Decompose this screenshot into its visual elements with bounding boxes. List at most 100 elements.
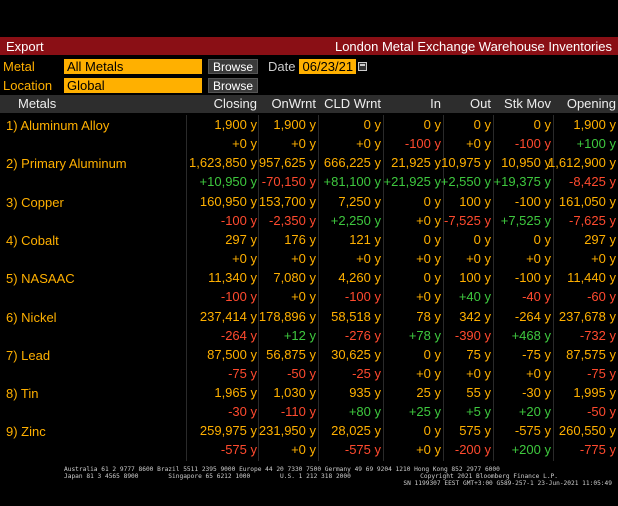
out-value: 0 y xyxy=(473,117,491,132)
opening-value: 237,678 y xyxy=(558,308,616,324)
column-header-metals[interactable]: Metals xyxy=(18,96,57,111)
onwrnt-value: 178,896 y xyxy=(258,308,316,324)
table-row[interactable]: 3) Copper 160,950 y 153,700 y 7,250 y 0 y 100… xyxy=(0,192,618,230)
metal-name[interactable]: 7) Lead xyxy=(6,347,51,363)
opening-value: 1,995 y xyxy=(573,385,616,401)
stk-mov-value: -264 y xyxy=(514,308,551,324)
table-row[interactable]: 5) NASAAC 11,340 y 7,080 y 4,260 y 0 y 100 y -… xyxy=(0,268,618,306)
opening-change: +100 y xyxy=(576,136,616,151)
out-change: -200 y xyxy=(454,442,491,458)
metal-filter-row: Metal All Metals Browse Date 06/23/21 xyxy=(0,57,368,75)
onwrnt-value: 1,030 y xyxy=(273,385,316,401)
cld-wrnt-value: 58,518 y xyxy=(331,308,381,324)
column-header-onwrnt[interactable]: OnWrnt xyxy=(271,96,316,111)
column-header-opening[interactable]: Opening xyxy=(566,96,616,111)
column-header-closing[interactable]: Closing xyxy=(213,96,257,111)
location-browse-button[interactable]: Browse xyxy=(208,77,259,93)
metal-name[interactable]: 2) Primary Aluminum xyxy=(6,156,127,172)
column-header-stk-mov[interactable]: Stk Mov xyxy=(504,96,551,111)
metal-name[interactable]: 1) Aluminum Alloy xyxy=(6,118,110,133)
opening-change: -8,425 y xyxy=(569,174,616,190)
table-row[interactable]: 7) Lead 87,500 y 56,875 y 30,625 y 0 y 75 y -7… xyxy=(0,345,618,383)
column-divider xyxy=(186,115,187,461)
table-row[interactable]: 4) Cobalt 297 y 176 y 121 y 0 y 0 y 0 y 297 y +0… xyxy=(0,230,618,268)
metal-name[interactable]: 9) Zinc xyxy=(6,424,46,440)
stk-mov-change: +7,525 y xyxy=(500,212,551,228)
location-filter-row: Location Global Browse xyxy=(0,76,259,94)
metal-name[interactable]: 5) NASAAC xyxy=(6,271,75,287)
out-value: 100 y xyxy=(459,193,491,209)
column-header-in[interactable]: In xyxy=(430,96,441,111)
stk-mov-value: -575 y xyxy=(514,423,551,439)
closing-value: 297 y xyxy=(225,231,257,247)
onwrnt-change: -70,150 y xyxy=(261,174,316,190)
stk-mov-value: 10,950 y xyxy=(501,155,551,171)
in-change: +21,925 y xyxy=(383,174,441,190)
table-row[interactable]: 6) Nickel 237,414 y 178,896 y 58,518 y 78 y 3… xyxy=(0,307,618,345)
onwrnt-change: -2,350 y xyxy=(269,212,316,228)
metal-name[interactable]: 6) Nickel xyxy=(6,309,57,325)
stk-mov-value: 0 y xyxy=(533,117,551,132)
metal-label: Metal xyxy=(3,58,35,74)
closing-change: +0 y xyxy=(232,250,257,266)
export-menu[interactable]: Export xyxy=(4,38,46,54)
date-field[interactable]: 06/23/21 xyxy=(299,58,357,74)
out-change: +5 y xyxy=(466,404,491,420)
opening-change: -775 y xyxy=(579,442,616,458)
column-divider xyxy=(493,115,494,461)
out-value: 100 y xyxy=(459,270,491,286)
in-change: +0 y xyxy=(416,442,441,458)
location-field[interactable]: Global xyxy=(64,77,202,93)
in-change: +25 y xyxy=(408,404,441,420)
onwrnt-value: 56,875 y xyxy=(266,346,316,362)
stk-mov-change: +0 y xyxy=(526,365,551,381)
stk-mov-value: -75 y xyxy=(522,346,551,362)
in-change: +0 y xyxy=(416,365,441,381)
cld-wrnt-change: +0 y xyxy=(356,136,381,151)
metal-name[interactable]: 4) Cobalt xyxy=(6,232,59,248)
stk-mov-change: -100 y xyxy=(514,136,551,151)
metal-browse-button[interactable]: Browse xyxy=(208,58,259,74)
page-title: London Metal Exchange Warehouse Inventor… xyxy=(334,38,612,54)
opening-value: 297 y xyxy=(584,231,616,247)
closing-change: -575 y xyxy=(220,442,257,458)
out-value: 342 y xyxy=(459,308,491,324)
table-row[interactable]: 1) Aluminum Alloy 1,900 y 1,900 y 0 y 0 y 0 y… xyxy=(0,115,618,153)
metal-name[interactable]: 3) Copper xyxy=(6,194,64,210)
opening-change: -7,625 y xyxy=(569,212,616,228)
table-row[interactable]: 2) Primary Aluminum 1,623,850 y 957,625 y 6… xyxy=(0,153,618,191)
closing-value: 259,975 y xyxy=(199,423,257,439)
cld-wrnt-change: -25 y xyxy=(352,365,381,381)
column-header-cld-wrnt[interactable]: CLD Wrnt xyxy=(324,96,381,111)
in-change: +0 y xyxy=(416,289,441,305)
cld-wrnt-change: -575 y xyxy=(344,442,381,458)
closing-value: 11,340 y xyxy=(208,270,257,286)
opening-change: -50 y xyxy=(587,404,616,420)
stk-mov-value: -100 y xyxy=(514,270,551,286)
closing-change: -30 y xyxy=(228,404,257,420)
cld-wrnt-value: 121 y xyxy=(349,231,381,247)
onwrnt-value: 153,700 y xyxy=(258,193,316,209)
out-change: +0 y xyxy=(466,250,491,266)
closing-change: -100 y xyxy=(220,212,257,228)
out-change: -390 y xyxy=(454,327,491,343)
table-row[interactable]: 8) Tin 1,965 y 1,030 y 935 y 25 y 55 y -30 y 1,… xyxy=(0,383,618,421)
closing-value: 87,500 y xyxy=(207,346,257,362)
closing-value: 237,414 y xyxy=(199,308,257,324)
in-value: 0 y xyxy=(423,346,441,362)
opening-change: -732 y xyxy=(579,327,616,343)
table-row[interactable]: 9) Zinc 259,975 y 231,950 y 28,025 y 0 y 575 … xyxy=(0,421,618,459)
date-label: Date xyxy=(268,58,296,74)
metal-field[interactable]: All Metals xyxy=(64,58,202,74)
closing-change: -75 y xyxy=(228,365,257,381)
column-header-out[interactable]: Out xyxy=(470,96,491,111)
calendar-icon[interactable] xyxy=(358,61,368,71)
opening-value: 260,550 y xyxy=(558,423,616,439)
stk-mov-value: -30 y xyxy=(522,385,551,401)
metal-name[interactable]: 8) Tin xyxy=(6,386,39,402)
closing-value: 160,950 y xyxy=(199,193,257,209)
opening-value: 1,900 y xyxy=(573,117,616,132)
footer-contacts-2: Japan 81 3 4565 8900 Singapore 65 6212 1… xyxy=(64,473,351,480)
out-value: 0 y xyxy=(473,231,491,247)
out-change: +2,550 y xyxy=(440,174,491,190)
